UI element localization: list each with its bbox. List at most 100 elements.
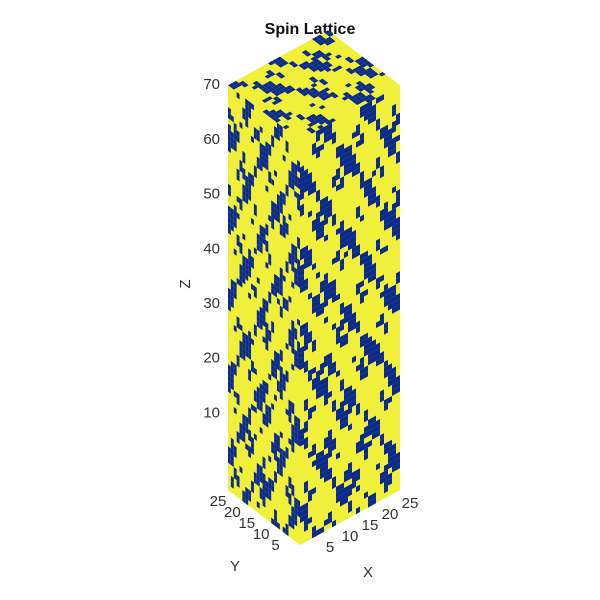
spin-cell bbox=[368, 346, 372, 355]
spin-cell bbox=[344, 338, 348, 346]
spin-cell bbox=[259, 399, 263, 407]
spin-cell bbox=[312, 180, 316, 189]
spin-cell bbox=[233, 133, 237, 142]
spin-cell bbox=[282, 113, 289, 119]
spin-cell bbox=[328, 352, 332, 361]
spin-cell bbox=[380, 274, 384, 283]
spin-cell bbox=[245, 120, 249, 128]
spin-cell bbox=[316, 61, 324, 66]
spin-cell bbox=[361, 58, 369, 64]
spin-cell bbox=[259, 404, 263, 413]
spin-cell bbox=[230, 371, 234, 380]
spin-cell bbox=[282, 384, 286, 392]
spin-cell bbox=[274, 470, 277, 479]
spin-cell bbox=[348, 467, 352, 475]
spin-cell bbox=[388, 297, 392, 306]
spin-cell bbox=[312, 530, 316, 539]
spin-cell bbox=[318, 105, 326, 110]
spin-cell bbox=[360, 176, 364, 184]
spin-cell bbox=[276, 204, 280, 213]
spin-cell bbox=[300, 427, 304, 436]
spin-cell bbox=[336, 145, 340, 154]
spin-cell bbox=[265, 228, 269, 237]
spin-cell bbox=[228, 211, 231, 219]
spin-cell bbox=[300, 170, 304, 179]
spin-cell bbox=[376, 282, 380, 290]
spin-cell bbox=[256, 309, 260, 318]
spin-cell bbox=[228, 134, 231, 143]
spin-cell bbox=[251, 261, 254, 270]
spin-cell bbox=[372, 169, 376, 178]
spin-cell bbox=[368, 188, 372, 196]
spin-cell bbox=[308, 368, 312, 377]
spin-cell bbox=[239, 247, 243, 255]
spin-cell bbox=[291, 281, 295, 289]
spin-cell bbox=[268, 176, 272, 184]
spin-cell bbox=[269, 109, 277, 114]
spin-cell bbox=[253, 323, 257, 332]
spin-cell bbox=[304, 398, 308, 407]
spin-cell bbox=[328, 199, 332, 207]
spin-cell bbox=[392, 147, 396, 156]
spin-cell bbox=[357, 61, 365, 66]
chart-title: Spin Lattice bbox=[265, 21, 356, 38]
spin-cell bbox=[325, 120, 332, 125]
spin-cell bbox=[269, 83, 277, 88]
spin-cell bbox=[248, 188, 252, 196]
spin-cell bbox=[304, 174, 308, 182]
spin-cell bbox=[358, 72, 365, 77]
spin-cell bbox=[364, 491, 368, 499]
spin-cell bbox=[324, 206, 328, 215]
spin-cell bbox=[348, 237, 352, 246]
spin-cell bbox=[308, 407, 312, 415]
spin-cell bbox=[248, 368, 252, 377]
spin-cell bbox=[384, 206, 388, 215]
spin-cell bbox=[348, 324, 352, 333]
spin-cell bbox=[276, 281, 280, 289]
spin-cell bbox=[297, 274, 300, 283]
spin-cell bbox=[248, 346, 252, 355]
spin-cell bbox=[304, 524, 308, 532]
spin-cell bbox=[256, 473, 260, 482]
spin-cell bbox=[304, 343, 308, 352]
spin-cell bbox=[282, 373, 286, 381]
spin-cell bbox=[245, 262, 249, 271]
spin-cell bbox=[268, 416, 272, 425]
spin-cell bbox=[245, 443, 249, 451]
spin-cell bbox=[262, 472, 266, 481]
spin-cell bbox=[239, 263, 243, 272]
spin-cell bbox=[304, 480, 308, 489]
spin-cell bbox=[324, 436, 328, 445]
spin-cell bbox=[262, 489, 266, 497]
spin-cell bbox=[233, 406, 237, 415]
spin-cell bbox=[228, 375, 231, 383]
spin-cell bbox=[316, 233, 320, 241]
spin-cell bbox=[265, 141, 269, 149]
spin-cell bbox=[300, 165, 304, 174]
spin-cell bbox=[274, 169, 277, 178]
spin-cell bbox=[233, 390, 237, 399]
spin-cell bbox=[396, 189, 400, 197]
spin-cell bbox=[324, 272, 328, 281]
spin-cell bbox=[236, 234, 240, 242]
spin-cell bbox=[274, 350, 277, 358]
spin-cell bbox=[276, 275, 280, 284]
spin-cell bbox=[291, 330, 295, 339]
spin-cell bbox=[274, 443, 277, 451]
spin-cell bbox=[233, 122, 237, 131]
spin-cell bbox=[262, 385, 266, 393]
spin-cell bbox=[271, 100, 279, 106]
spin-cell bbox=[300, 263, 304, 272]
spin-cell bbox=[291, 401, 295, 410]
spin-cell bbox=[322, 91, 329, 97]
spin-cell bbox=[294, 272, 298, 281]
spin-cell bbox=[276, 363, 280, 371]
spin-cell bbox=[285, 260, 289, 269]
spin-cell bbox=[380, 438, 384, 447]
spin-cell bbox=[265, 414, 269, 423]
spin-cell bbox=[341, 96, 349, 101]
spin-cell bbox=[324, 124, 328, 133]
spin-cell bbox=[288, 476, 292, 484]
spin-cell bbox=[304, 518, 308, 527]
spin-cell bbox=[248, 488, 252, 497]
